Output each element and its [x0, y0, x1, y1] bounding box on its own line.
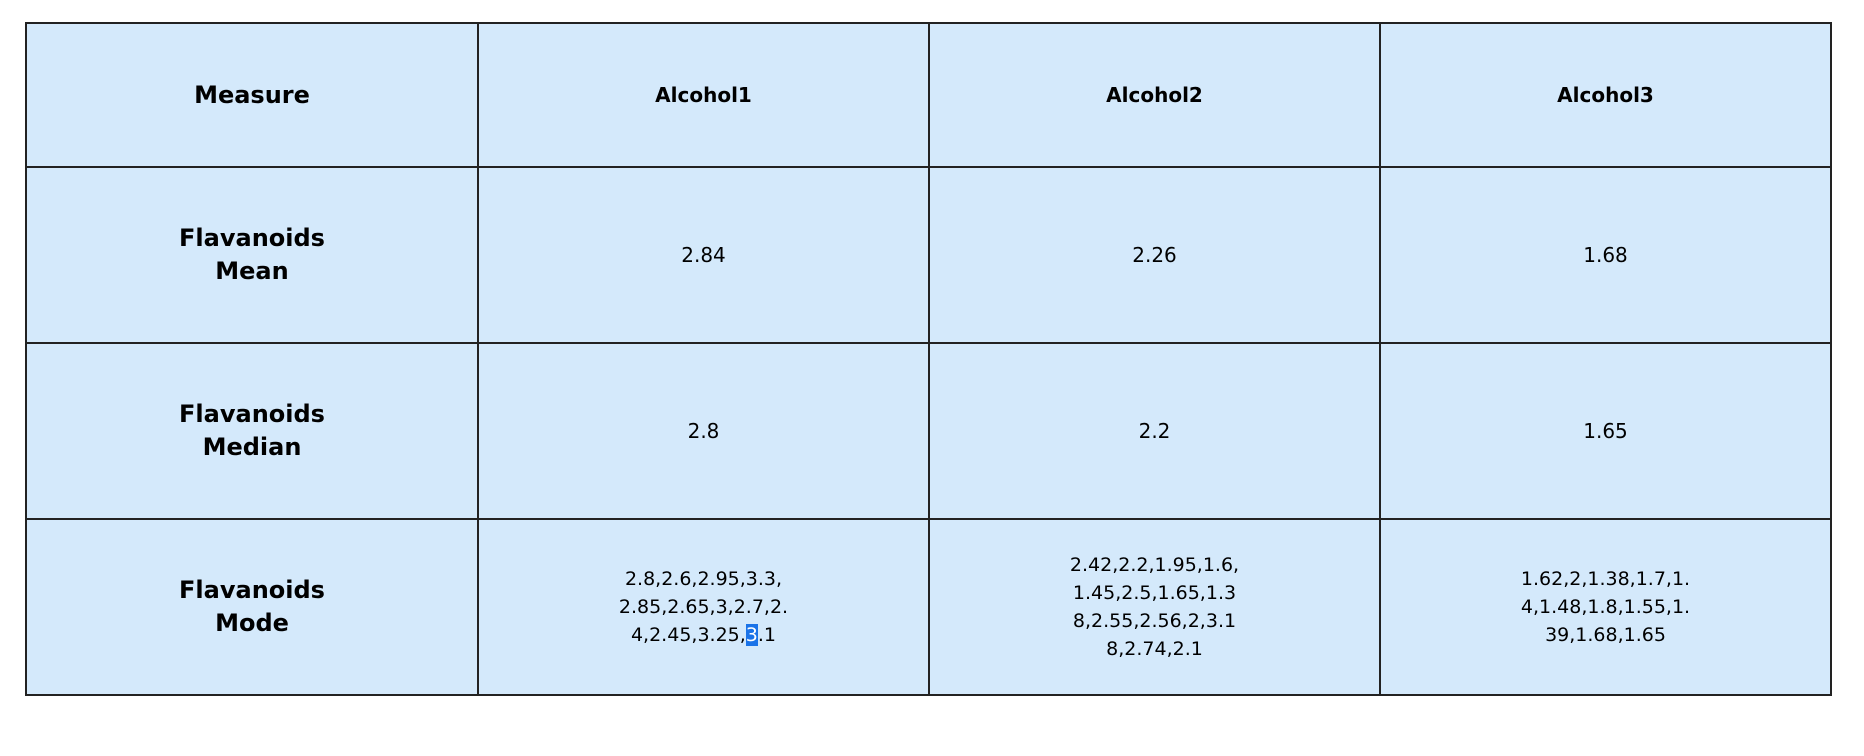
alcohol1-header-cell: Alcohol1	[477, 22, 930, 168]
median-alcohol2-cell: 2.2	[928, 342, 1381, 520]
table-header: Measure Alcohol1 Alcohol2 Alcohol3	[25, 22, 1832, 168]
row-label-line2: Mode	[215, 609, 289, 637]
mode-alcohol1-text: 2.8,2.6,2.95,3.3,2.85,2.65,3,2.7,2.4,2.4…	[616, 565, 791, 649]
row-label-line1: Flavanoids	[179, 400, 325, 428]
row-label-mode: Flavanoids Mode	[25, 518, 479, 696]
alcohol3-header-cell: Alcohol3	[1379, 22, 1832, 168]
mode-text-after-selection: .1	[757, 624, 777, 646]
row-label-line2: Median	[202, 433, 302, 461]
mode-alcohol2-text: 2.42,2.2,1.95,1.6,1.45,2.5,1.65,1.38,2.5…	[1069, 554, 1240, 660]
mode-alcohol2-cell: 2.42,2.2,1.95,1.6,1.45,2.5,1.65,1.38,2.5…	[928, 518, 1381, 696]
table-body: Flavanoids Mean 2.84 2.26 1.68 Flavanoid…	[25, 166, 1832, 696]
mean-alcohol1-cell: 2.84	[477, 166, 930, 344]
header-row: Measure Alcohol1 Alcohol2 Alcohol3	[25, 22, 1832, 168]
mode-alcohol1-cell[interactable]: 2.8,2.6,2.95,3.3,2.85,2.65,3,2.7,2.4,2.4…	[477, 518, 930, 696]
text-selection-highlight[interactable]: 3	[745, 624, 758, 646]
row-label-line1: Flavanoids	[179, 224, 325, 252]
row-label-line2: Mean	[215, 257, 289, 285]
table-row-mode: Flavanoids Mode 2.8,2.6,2.95,3.3,2.85,2.…	[25, 518, 1832, 696]
row-label-median: Flavanoids Median	[25, 342, 479, 520]
median-alcohol3-cell: 1.65	[1379, 342, 1832, 520]
flavanoids-stats-table: Measure Alcohol1 Alcohol2 Alcohol3 Flava…	[25, 22, 1832, 696]
measure-header-cell: Measure	[25, 22, 479, 168]
median-alcohol1-cell: 2.8	[477, 342, 930, 520]
alcohol2-header-cell: Alcohol2	[928, 22, 1381, 168]
row-label-line1: Flavanoids	[179, 576, 325, 604]
table-row-median: Flavanoids Median 2.8 2.2 1.65	[25, 342, 1832, 520]
mode-alcohol3-text: 1.62,2,1.38,1.7,1.4,1.48,1.8,1.55,1.39,1…	[1520, 568, 1691, 646]
table-row-mean: Flavanoids Mean 2.84 2.26 1.68	[25, 166, 1832, 344]
mean-alcohol3-cell: 1.68	[1379, 166, 1832, 344]
mode-text-before-selection: 2.8,2.6,2.95,3.3,2.85,2.65,3,2.7,2.4,2.4…	[618, 568, 789, 646]
mode-alcohol3-cell: 1.62,2,1.38,1.7,1.4,1.48,1.8,1.55,1.39,1…	[1379, 518, 1832, 696]
mean-alcohol2-cell: 2.26	[928, 166, 1381, 344]
row-label-mean: Flavanoids Mean	[25, 166, 479, 344]
